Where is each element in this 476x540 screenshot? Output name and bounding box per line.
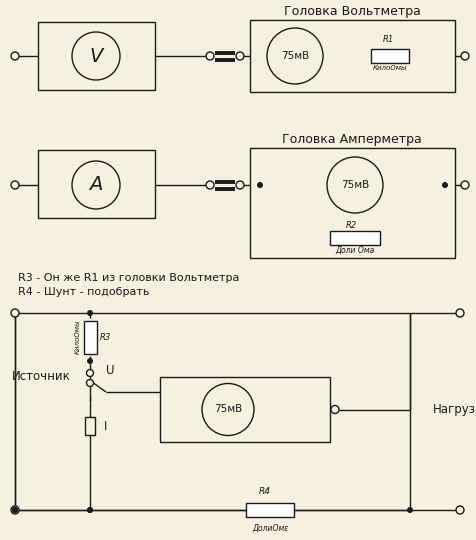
Bar [246,503,294,517]
Circle shape [202,383,254,435]
Circle shape [72,32,120,80]
Bar [330,231,380,245]
Bar [250,20,455,92]
Circle shape [257,182,263,188]
Bar [250,148,455,258]
Bar [38,150,155,218]
Circle shape [11,181,19,189]
Circle shape [442,182,448,188]
Text: R3 - Он же R1 из головки Вольтметра: R3 - Он же R1 из головки Вольтметра [18,273,239,283]
Circle shape [236,181,244,189]
Text: 75мВ: 75мВ [214,404,242,415]
Text: Головка Вольтметра: Головка Вольтметра [284,4,420,17]
Text: Нагрузка: Нагрузка [433,403,476,416]
Text: U: U [106,363,115,376]
Circle shape [327,157,383,213]
Text: КилоОмы: КилоОмы [373,65,407,71]
Circle shape [87,310,93,316]
Text: 75мВ: 75мВ [341,180,369,190]
Text: V: V [89,46,103,65]
Circle shape [11,52,19,60]
Text: A: A [89,176,103,194]
Bar [85,417,95,435]
Text: R4: R4 [259,487,271,496]
Text: Доли Ома: Доли Ома [336,246,375,254]
Text: R1: R1 [382,35,394,44]
Circle shape [236,52,244,60]
Text: Головка Амперметра: Головка Амперметра [282,133,422,146]
Text: R2: R2 [346,220,357,230]
Circle shape [456,309,464,317]
Circle shape [331,406,339,414]
Bar [38,22,155,90]
Circle shape [87,380,93,387]
Text: 75мВ: 75мВ [281,51,309,61]
Text: КилоОмы: КилоОмы [75,320,81,354]
Circle shape [87,507,93,513]
Circle shape [12,507,18,513]
Text: R3: R3 [100,333,111,341]
Circle shape [11,506,19,514]
Text: Источник: Источник [12,369,71,382]
Circle shape [456,506,464,514]
Circle shape [267,28,323,84]
Circle shape [461,181,469,189]
Circle shape [12,507,18,513]
Bar [371,49,409,63]
Text: ДолиОмε: ДолиОмε [252,524,288,533]
Text: I: I [104,420,108,433]
Bar [83,321,97,354]
Circle shape [87,369,93,376]
Circle shape [206,52,214,60]
Circle shape [461,52,469,60]
Circle shape [87,507,93,513]
Circle shape [407,507,413,513]
Circle shape [206,181,214,189]
Circle shape [11,309,19,317]
Circle shape [72,161,120,209]
Text: R4 - Шунт - подобрать: R4 - Шунт - подобрать [18,287,149,297]
Circle shape [87,358,93,364]
Bar [160,377,330,442]
